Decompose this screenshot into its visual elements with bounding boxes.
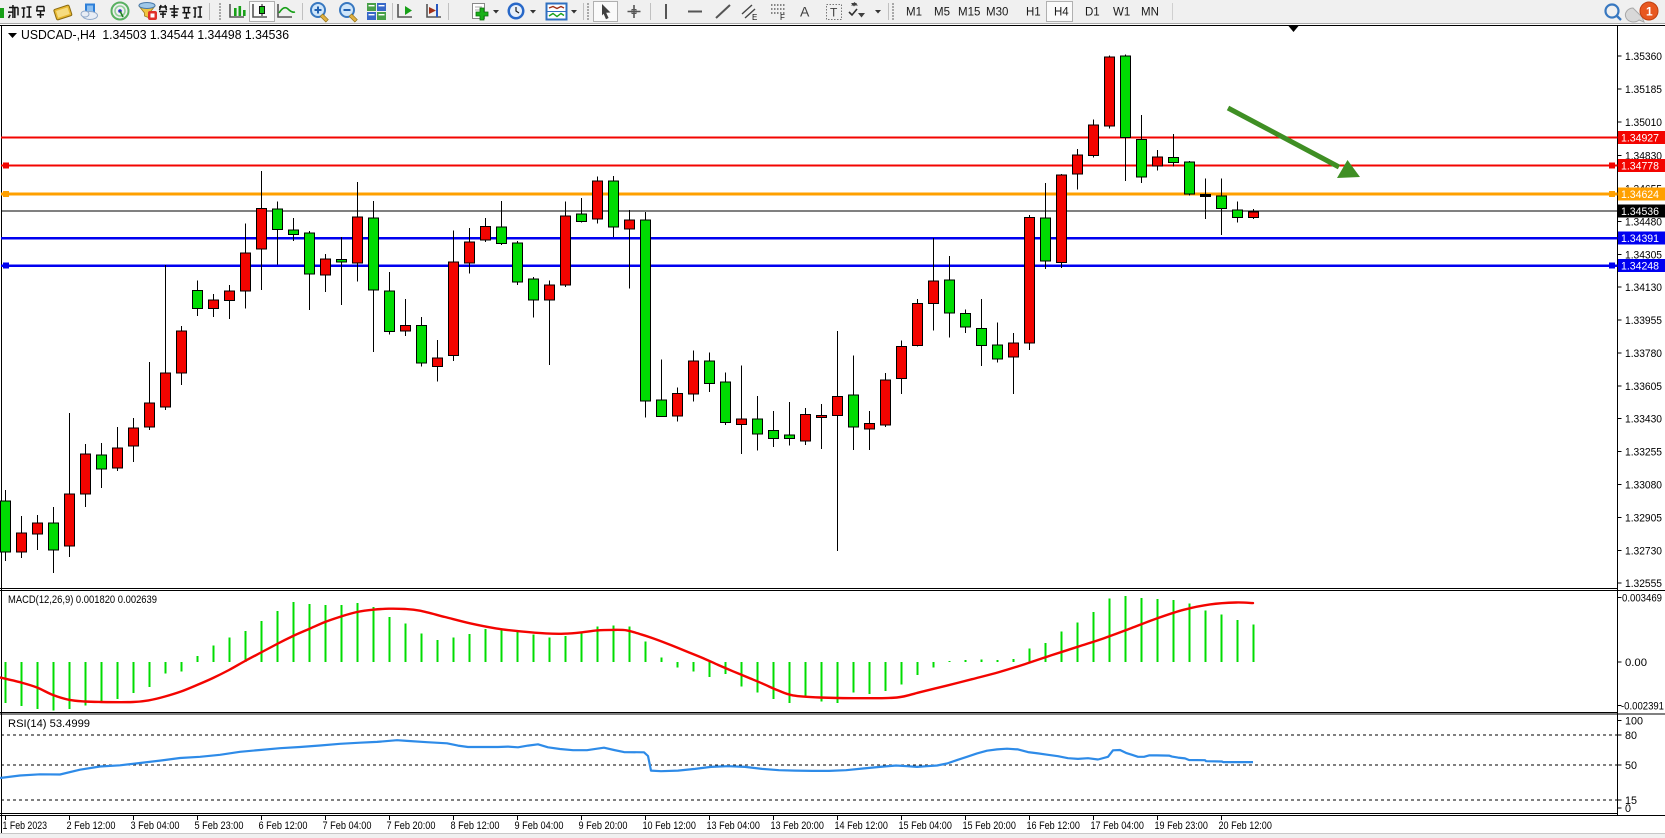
svg-text:15: 15 — [1625, 795, 1637, 807]
svg-text:1.33080: 1.33080 — [1625, 480, 1662, 492]
svg-text:1.35010: 1.35010 — [1625, 117, 1662, 129]
svg-text:F: F — [780, 13, 785, 22]
svg-text:1.35360: 1.35360 — [1625, 51, 1662, 63]
svg-text:RSI(14) 53.4999: RSI(14) 53.4999 — [8, 718, 90, 730]
svg-text:1.32730: 1.32730 — [1625, 545, 1662, 557]
svg-text:MACD(12,26,9) 0.001820 0.00263: MACD(12,26,9) 0.001820 0.002639 — [8, 594, 157, 606]
svg-text:1.32905: 1.32905 — [1625, 512, 1662, 524]
svg-text:1.33955: 1.33955 — [1625, 315, 1662, 327]
svg-text:8 Feb 12:00: 8 Feb 12:00 — [451, 820, 500, 832]
svg-text:USDCAD-,H4 1.34503 1.34544 1.: USDCAD-,H4 1.34503 1.34544 1.34498 1.345… — [21, 28, 289, 42]
svg-text:15 Feb 20:00: 15 Feb 20:00 — [963, 820, 1016, 832]
svg-text:0: 0 — [1625, 803, 1631, 815]
svg-text:T: T — [830, 6, 838, 20]
svg-text:9 Feb 20:00: 9 Feb 20:00 — [579, 820, 628, 832]
svg-text:M1: M1 — [906, 7, 922, 19]
svg-text:H4: H4 — [1054, 7, 1069, 19]
svg-text:1.34391: 1.34391 — [1621, 233, 1659, 245]
svg-text:1.34778: 1.34778 — [1621, 161, 1659, 173]
svg-text:1.34927: 1.34927 — [1621, 133, 1659, 145]
svg-text:10 Feb 12:00: 10 Feb 12:00 — [643, 820, 696, 832]
svg-text:0.00: 0.00 — [1625, 657, 1647, 669]
svg-text:3 Feb 04:00: 3 Feb 04:00 — [131, 820, 180, 832]
svg-text:1.34480: 1.34480 — [1625, 216, 1662, 228]
svg-text:6 Feb 12:00: 6 Feb 12:00 — [259, 820, 308, 832]
svg-text:M5: M5 — [934, 7, 950, 19]
svg-text:20 Feb 12:00: 20 Feb 12:00 — [1219, 820, 1272, 832]
svg-text:-0.002391: -0.002391 — [1621, 700, 1664, 712]
svg-text:D1: D1 — [1085, 7, 1100, 19]
svg-text:1.34624: 1.34624 — [1621, 189, 1659, 201]
svg-text:80: 80 — [1625, 730, 1637, 742]
svg-text:1.33780: 1.33780 — [1625, 348, 1662, 360]
svg-text:7 Feb 04:00: 7 Feb 04:00 — [323, 820, 372, 832]
svg-text:M30: M30 — [986, 7, 1008, 19]
svg-text:1.33605: 1.33605 — [1625, 381, 1662, 393]
svg-text:9 Feb 04:00: 9 Feb 04:00 — [515, 820, 564, 832]
svg-text:2 Feb 12:00: 2 Feb 12:00 — [67, 820, 116, 832]
svg-text:13 Feb 20:00: 13 Feb 20:00 — [771, 820, 824, 832]
svg-text:16 Feb 12:00: 16 Feb 12:00 — [1027, 820, 1080, 832]
svg-text:1.34305: 1.34305 — [1625, 249, 1662, 261]
svg-text:100: 100 — [1625, 716, 1643, 728]
svg-text:1.32555: 1.32555 — [1625, 578, 1662, 590]
svg-text:1.35185: 1.35185 — [1625, 84, 1662, 96]
svg-text:M15: M15 — [958, 7, 980, 19]
svg-text:1.34536: 1.34536 — [1621, 206, 1659, 218]
svg-text:1.33430: 1.33430 — [1625, 414, 1662, 426]
svg-text:W1: W1 — [1113, 7, 1130, 19]
svg-text:7 Feb 20:00: 7 Feb 20:00 — [387, 820, 436, 832]
svg-text:1 Feb 2023: 1 Feb 2023 — [3, 820, 48, 832]
svg-text:1.34248: 1.34248 — [1621, 261, 1659, 273]
svg-text:1.33255: 1.33255 — [1625, 447, 1662, 459]
svg-text:5 Feb 23:00: 5 Feb 23:00 — [195, 820, 244, 832]
svg-text:1.34130: 1.34130 — [1625, 282, 1662, 294]
svg-text:A: A — [800, 4, 810, 20]
svg-text:0.003469: 0.003469 — [1622, 593, 1662, 605]
svg-text:14 Feb 12:00: 14 Feb 12:00 — [835, 820, 888, 832]
svg-text:MN: MN — [1141, 7, 1159, 19]
svg-text:50: 50 — [1625, 760, 1637, 772]
svg-text:15 Feb 04:00: 15 Feb 04:00 — [899, 820, 952, 832]
svg-text:13 Feb 04:00: 13 Feb 04:00 — [707, 820, 760, 832]
svg-text:17 Feb 04:00: 17 Feb 04:00 — [1091, 820, 1144, 832]
svg-text:E: E — [752, 13, 757, 22]
svg-text:1: 1 — [1646, 5, 1653, 19]
svg-text:H1: H1 — [1026, 7, 1041, 19]
svg-text:19 Feb 23:00: 19 Feb 23:00 — [1155, 820, 1208, 832]
